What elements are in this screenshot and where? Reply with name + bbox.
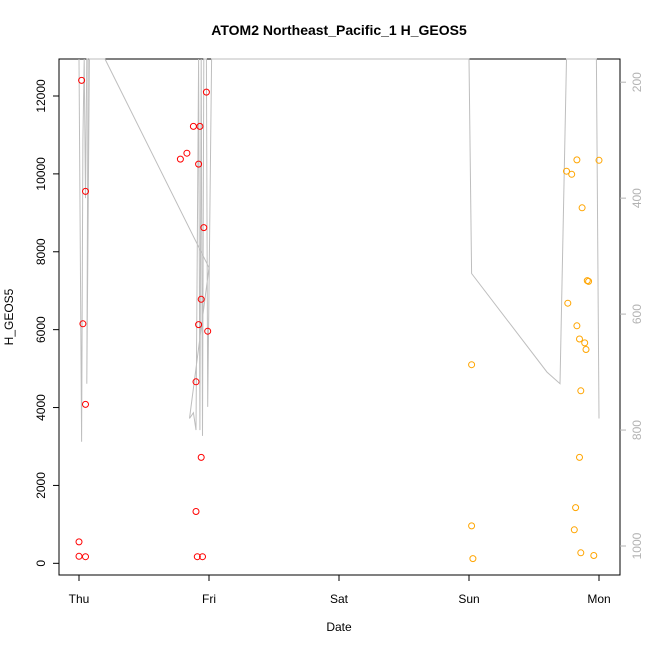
y2-tick-label: 400 bbox=[630, 188, 644, 208]
data-point bbox=[568, 170, 576, 178]
data-point bbox=[196, 122, 204, 130]
data-point bbox=[75, 538, 83, 546]
y2-tick-label: 800 bbox=[630, 420, 644, 440]
data-point bbox=[573, 156, 581, 164]
data-point bbox=[469, 555, 477, 563]
data-point bbox=[572, 504, 580, 512]
x-tick-label: Thu bbox=[69, 592, 90, 606]
data-point bbox=[197, 453, 205, 461]
series-line bbox=[78, 58, 600, 442]
data-point bbox=[79, 320, 87, 328]
data-point bbox=[183, 149, 191, 157]
y-tick-label: 4000 bbox=[34, 394, 48, 421]
chart-title: ATOM2 Northeast_Pacific_1 H_GEOS5 bbox=[211, 22, 467, 38]
data-point bbox=[75, 552, 83, 560]
data-point bbox=[192, 378, 200, 386]
line-layer bbox=[78, 58, 600, 442]
y-axis-right: 200 400 600 800 1000 bbox=[620, 72, 644, 559]
data-point bbox=[176, 155, 184, 163]
data-point bbox=[595, 156, 603, 164]
data-point bbox=[204, 327, 212, 335]
data-point bbox=[82, 553, 89, 561]
data-point bbox=[573, 322, 581, 330]
data-point bbox=[202, 88, 210, 96]
x-tick-label: Fri bbox=[202, 592, 216, 606]
data-point bbox=[577, 549, 585, 557]
y-tick-label: 8000 bbox=[34, 238, 48, 265]
x-tick-label: Sat bbox=[330, 592, 349, 606]
y-tick-label: 10000 bbox=[34, 157, 48, 191]
data-point bbox=[577, 387, 585, 395]
data-point bbox=[193, 553, 201, 561]
x-axis: Thu Fri Sat Sun Mon bbox=[69, 575, 611, 606]
x-axis-label: Date bbox=[326, 620, 352, 634]
data-point bbox=[585, 277, 593, 285]
data-point bbox=[570, 526, 578, 534]
data-point bbox=[468, 522, 476, 530]
data-point bbox=[576, 335, 583, 343]
data-point bbox=[200, 224, 208, 232]
y-tick-label: 12000 bbox=[34, 79, 48, 113]
data-point bbox=[197, 295, 205, 303]
x-tick-label: Sun bbox=[458, 592, 479, 606]
data-point bbox=[590, 552, 598, 559]
data-point bbox=[563, 167, 570, 175]
y-tick-label: 6000 bbox=[34, 316, 48, 343]
data-point bbox=[583, 277, 591, 285]
y2-tick-label: 600 bbox=[630, 304, 644, 324]
data-point bbox=[199, 553, 206, 561]
y-tick-label: 2000 bbox=[34, 472, 48, 499]
y-axis-label: H_GEOS5 bbox=[2, 288, 16, 345]
data-point bbox=[192, 508, 200, 515]
data-point bbox=[78, 76, 86, 84]
y-axis-left: 0 2000 4000 6000 8000 10000 12000 bbox=[34, 79, 59, 567]
y-tick-label: 0 bbox=[34, 560, 48, 567]
data-point bbox=[578, 204, 586, 212]
point-layer bbox=[75, 76, 603, 563]
data-point bbox=[576, 453, 583, 461]
data-point bbox=[82, 400, 89, 408]
data-point bbox=[195, 321, 203, 329]
data-point bbox=[468, 361, 476, 369]
data-point bbox=[564, 299, 572, 307]
data-point bbox=[195, 160, 203, 168]
data-point bbox=[581, 339, 589, 347]
y2-tick-label: 1000 bbox=[630, 532, 644, 559]
data-point bbox=[82, 187, 89, 195]
y2-tick-label: 200 bbox=[630, 72, 644, 92]
data-point bbox=[582, 346, 590, 353]
x-tick-label: Mon bbox=[587, 592, 610, 606]
